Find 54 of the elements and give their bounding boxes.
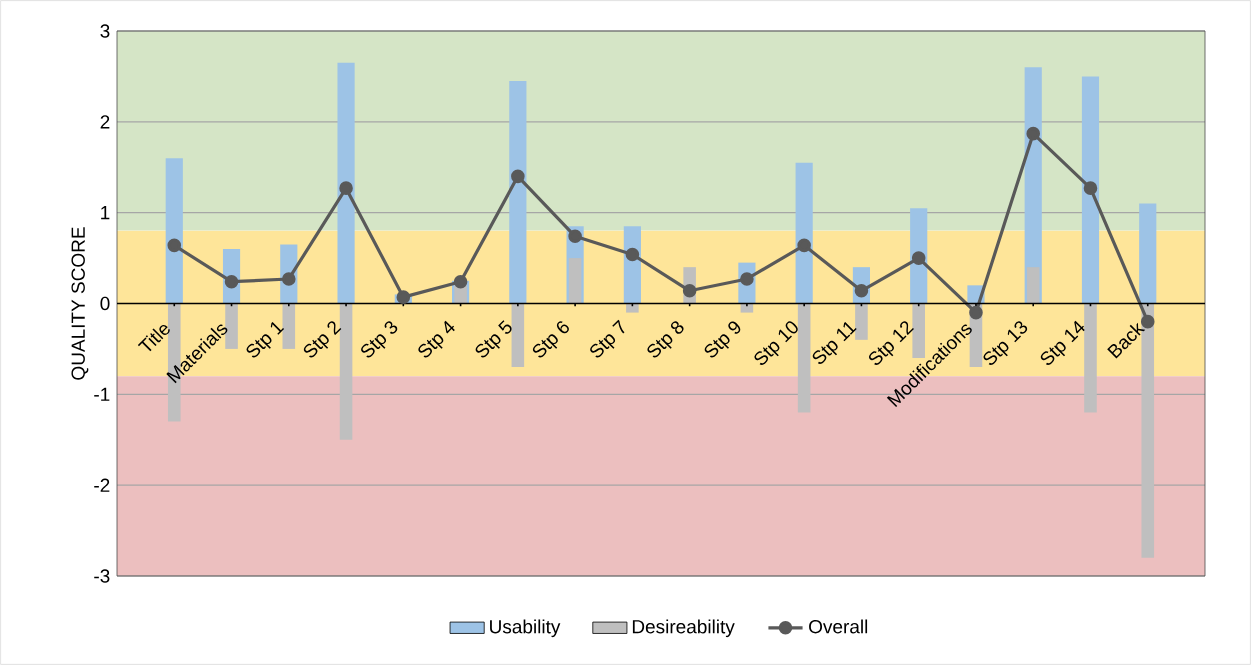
y-tick-label: 2 (100, 115, 110, 129)
y-tick-label: -3 (94, 569, 110, 583)
x-tick-label: Stp 13 (983, 321, 1028, 365)
bar (797, 303, 811, 413)
x-tick-label: Stp 6 (532, 321, 569, 358)
point (625, 247, 640, 262)
y-tick-label: -2 (94, 478, 110, 492)
point (682, 283, 697, 298)
bar (568, 258, 582, 304)
bar (1026, 267, 1040, 304)
x-tick-label: Stp 1 (246, 321, 285, 358)
point (453, 274, 468, 289)
bar (282, 303, 296, 349)
x-tick-label: Stp 10 (754, 321, 798, 365)
bar (795, 162, 813, 304)
bar (626, 303, 639, 313)
bar (339, 303, 353, 440)
point (1026, 126, 1041, 141)
x-tick-label: Stp 4 (418, 320, 455, 358)
legend-label: Overall (809, 619, 868, 634)
bar (1081, 76, 1100, 304)
point (339, 181, 353, 195)
bar (1084, 303, 1097, 413)
x-tick-label: Stp 3 (361, 321, 398, 358)
y-axis-title: QUALITY SCORE (71, 227, 89, 380)
point (911, 251, 926, 265)
point (396, 290, 411, 304)
bar (165, 158, 183, 304)
bar (740, 303, 754, 313)
y-tick-label: 1 (101, 206, 110, 220)
bar (337, 62, 355, 304)
x-tick-label: Stp 5 (475, 320, 512, 358)
legend-label: Usability (490, 619, 561, 638)
point (282, 272, 296, 286)
point (167, 238, 182, 253)
bar (511, 303, 525, 368)
legend-label: Desireability (632, 619, 735, 638)
point (797, 238, 811, 253)
point (511, 169, 525, 184)
point (568, 229, 582, 244)
x-tick-label: Stp 7 (590, 319, 625, 358)
x-tick-label: Stp 2 (303, 321, 342, 358)
y-tick-label: 3 (100, 24, 110, 38)
x-tick-label: Stp 11 (812, 321, 857, 364)
bar (509, 80, 527, 304)
x-tick-label: Stp 8 (647, 321, 684, 358)
x-tick-label: Stp 9 (704, 321, 741, 358)
bar (1139, 203, 1157, 304)
y-tick-label: 0 (100, 296, 110, 311)
bar (855, 303, 868, 340)
x-tick-label: Stp 14 (1040, 320, 1085, 365)
y-tick-label: -1 (94, 387, 110, 401)
point (969, 305, 983, 320)
point (1083, 181, 1098, 195)
